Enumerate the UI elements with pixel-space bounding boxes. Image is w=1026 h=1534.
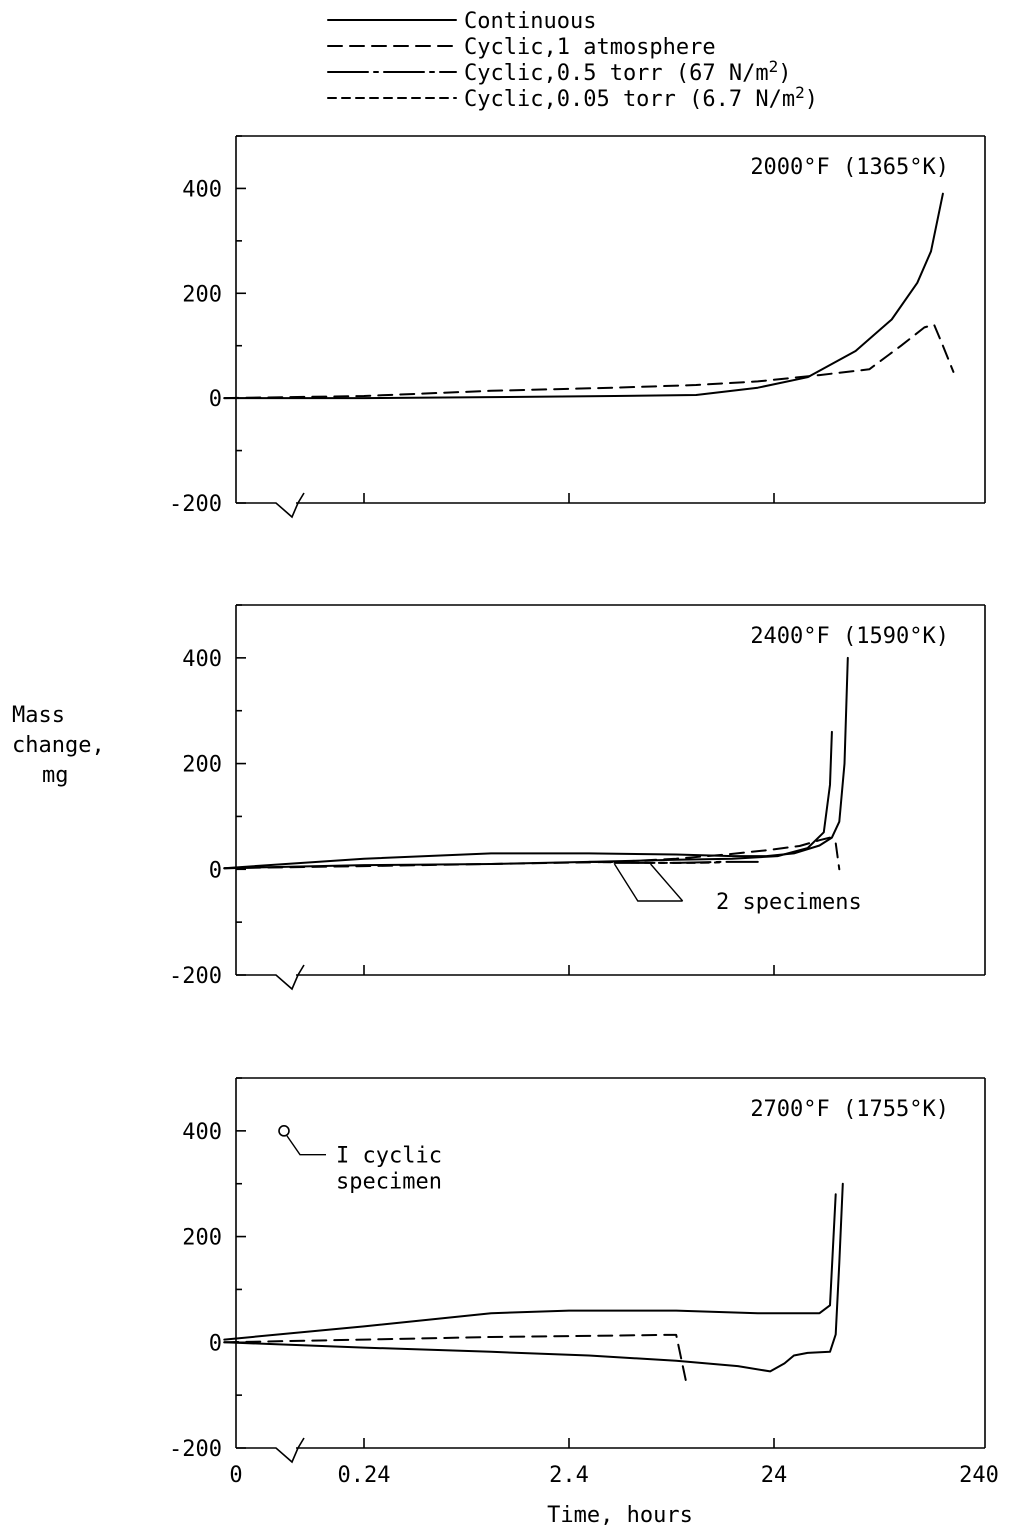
x-axis-label: Time, hours: [547, 1503, 693, 1528]
y-tick-label: -200: [169, 964, 222, 989]
annotation-2-specimens: 2 specimens: [716, 890, 862, 915]
annotation-leader-1: [613, 863, 683, 902]
x-tick-label: 0: [229, 1463, 242, 1488]
legend: Continuous Cyclic,1 atmosphere Cyclic,0.…: [327, 9, 818, 112]
x-axis-break: [236, 492, 305, 519]
y-tick-label: 0: [209, 1331, 222, 1356]
y-label-line2: change,: [12, 733, 105, 758]
y-tick-label: 200: [182, 1226, 222, 1251]
y-label-line3: mg: [42, 763, 69, 788]
x-axis-break: [236, 1437, 305, 1464]
panel-title: 2400°F (1590°K): [750, 624, 949, 649]
panel-2700F: -200 0 200 400 0 0.24 2.4 24 240 2700°F (1755°K) I…: [169, 1077, 999, 1488]
series-solid-0: [223, 1193, 837, 1341]
legend-label-continuous: Continuous: [464, 9, 596, 34]
y-tick-label: 400: [182, 647, 222, 672]
x-tick-label: 240: [959, 1463, 999, 1488]
series-solid-1: [223, 730, 833, 870]
open-circle-marker: [278, 1125, 290, 1137]
series-dash-1: [223, 323, 955, 400]
panel-2400F: -200 0 200 400 2400°F (1590°K) 2 specimens: [169, 604, 986, 991]
annotation-leader-2: [650, 863, 684, 902]
x-tick-label: 2.4: [549, 1463, 589, 1488]
annotation-leader: [286, 1135, 326, 1156]
legend-label-cyclic-005torr: Cyclic,0.05 torr (6.7 N/m2): [464, 83, 818, 112]
y-tick-label: 0: [209, 387, 222, 412]
series-solid-0: [223, 656, 849, 870]
y-axis-label: Mass change, mg: [12, 703, 105, 788]
panel-title: 2000°F (1365°K): [750, 155, 949, 180]
x-axis-break: [236, 964, 305, 991]
panel-title: 2700°F (1755°K): [750, 1097, 949, 1122]
series-solid-1: [223, 1182, 844, 1373]
legend-label-cyclic-05torr: Cyclic,0.5 torr (67 N/m2): [464, 57, 792, 86]
y-tick-label: 400: [182, 177, 222, 202]
panel-2000F: -200 0 200 400 2000°F (1365°K): [169, 135, 986, 519]
series-solid-0: [223, 192, 944, 400]
y-tick-label: 200: [182, 282, 222, 307]
series-dash-2: [223, 1333, 688, 1386]
y-tick-label: 0: [209, 858, 222, 883]
series-dash-2: [223, 836, 841, 871]
y-tick-label: -200: [169, 1437, 222, 1462]
y-label-line1: Mass: [12, 703, 65, 728]
x-tick-label: 0.24: [338, 1463, 391, 1488]
x-tick-label: 24: [761, 1463, 788, 1488]
y-tick-label: 200: [182, 753, 222, 778]
legend-label-cyclic-1atm: Cyclic,1 atmosphere: [464, 35, 716, 60]
y-tick-label: -200: [169, 492, 222, 517]
y-tick-label: 400: [182, 1120, 222, 1145]
annotation-cyclic: I cyclic: [336, 1144, 442, 1169]
series-shortdash-4: [587, 860, 721, 864]
annotation-specimen: specimen: [336, 1170, 442, 1195]
